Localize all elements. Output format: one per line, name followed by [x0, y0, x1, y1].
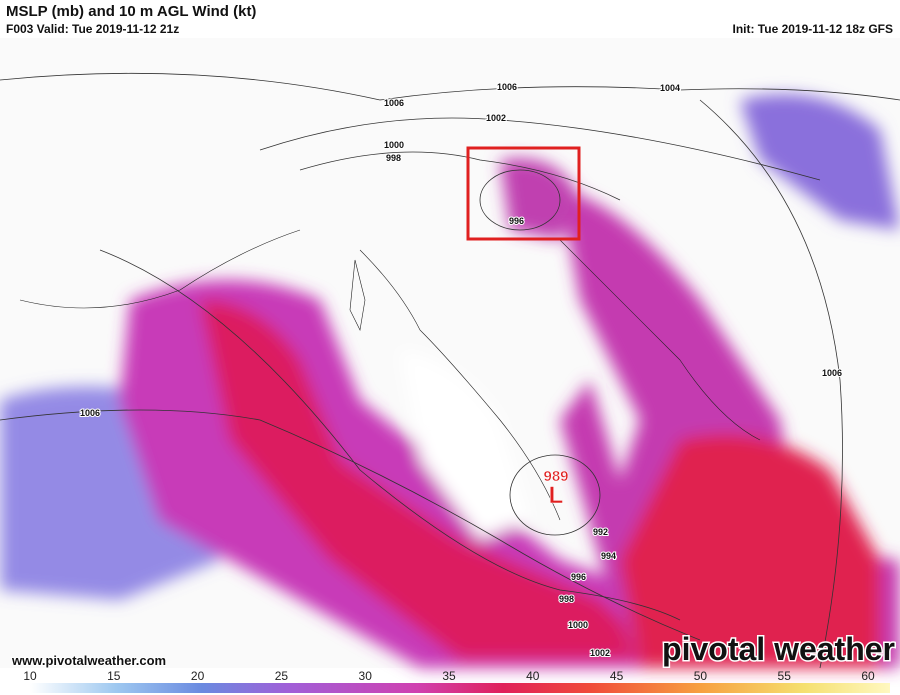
coastline — [349, 259, 366, 331]
colorbar-label: 45 — [610, 669, 624, 683]
isobar-label: 994 — [601, 551, 616, 561]
logo: pivotal weather — [662, 631, 895, 667]
highlight-box — [466, 146, 581, 241]
colorbar-label: 50 — [694, 669, 708, 683]
isobar-line — [479, 169, 561, 231]
website: www.pivotalweather.com — [11, 653, 166, 668]
colorbar-label: 40 — [526, 669, 540, 683]
isobar-line — [699, 99, 843, 669]
isobar-label: 1002 — [486, 113, 506, 123]
isobar-line — [99, 249, 681, 621]
wind-shade — [740, 94, 900, 231]
colorbar-label: 25 — [275, 669, 289, 683]
colorbar-label: 35 — [442, 669, 456, 683]
isobar-label: 998 — [559, 594, 574, 604]
colorbar-label: 20 — [191, 669, 205, 683]
wind-shading — [0, 94, 900, 668]
colorbar-label: 60 — [861, 669, 875, 683]
isobar-label: 1006 — [822, 368, 842, 378]
title: MSLP (mb) and 10 m AGL Wind (kt) — [6, 3, 256, 20]
wind-shade — [200, 300, 660, 660]
isobar-line — [509, 454, 601, 536]
colorbar-label: 55 — [778, 669, 792, 683]
isobar-label: 996 — [509, 216, 524, 226]
isobar-label: 1000 — [384, 140, 404, 150]
colorbar-ticks: 10 15 20 25 30 35 40 45 50 55 60 — [23, 669, 875, 683]
low-symbol: L — [549, 482, 564, 509]
isobar-label: 1000 — [568, 620, 588, 630]
map: 1006 1006 1004 1002 1000 998 996 1006 10… — [0, 38, 900, 669]
colorbar-label: 15 — [107, 669, 121, 683]
low-pressure: 989 — [543, 468, 568, 485]
isobar-line — [0, 409, 701, 641]
valid-time: F003 Valid: Tue 2019-11-12 21z — [6, 22, 179, 36]
colorbar-label: 10 — [23, 669, 37, 683]
isobar-label: 998 — [386, 153, 401, 163]
calm-area — [400, 350, 530, 540]
init-time: Init: Tue 2019-11-12 18z GFS — [732, 22, 893, 36]
isobars — [0, 72, 900, 669]
isobar-label: 1006 — [384, 98, 404, 108]
isobar-label: 992 — [593, 527, 608, 537]
isobar-label: 1006 — [497, 82, 517, 92]
isobar-line — [0, 72, 900, 101]
wind-shade — [500, 158, 580, 240]
isobar-label: 1004 — [660, 83, 680, 93]
colorbar-label: 30 — [359, 669, 373, 683]
isobar-label: 996 — [571, 572, 586, 582]
coastlines — [19, 229, 761, 521]
colorbar — [30, 683, 890, 693]
isobar-line — [259, 117, 821, 181]
wind-shade — [620, 434, 880, 668]
coastline — [559, 239, 761, 441]
isobar-label: 1006 — [80, 408, 100, 418]
coastline — [19, 229, 301, 309]
isobar-label: 1002 — [590, 648, 610, 658]
coastline — [359, 249, 561, 521]
